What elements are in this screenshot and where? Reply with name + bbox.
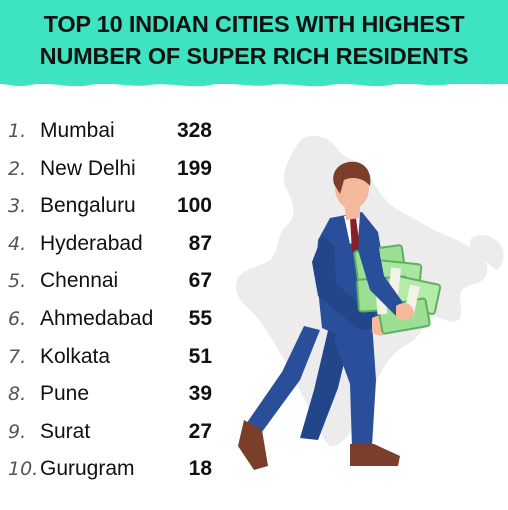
value-label: 27 [188, 419, 212, 443]
rank-label: 1. [8, 120, 27, 142]
rank-label: 10. [8, 458, 39, 481]
list-item: 2. New Delhi 199 [0, 151, 230, 187]
rank-label: 6. [8, 308, 27, 330]
list-item: 7. Kolkata 51 [0, 339, 230, 375]
value-label: 100 [176, 194, 212, 218]
city-label: Chennai [40, 269, 119, 293]
city-label: New Delhi [40, 156, 136, 180]
list-item: 8. Pune 39 [0, 376, 230, 412]
value-label: 18 [188, 457, 212, 481]
rank-label: 5. [8, 270, 27, 293]
city-label: Mumbai [40, 119, 115, 142]
title-line-1: TOP 10 INDIAN CITIES WITH HIGHEST [43, 11, 465, 37]
list-item: 3. Bengaluru 100 [0, 188, 230, 224]
list-item: 5. Chennai 67 [0, 263, 230, 299]
city-label: Gurugram [40, 457, 135, 481]
city-label: Hyderabad [40, 231, 143, 255]
rank-label: 4. [8, 232, 27, 255]
list-item: 9. Surat 27 [0, 414, 230, 450]
list-item: 6. Ahmedabad 55 [0, 301, 230, 337]
rank-label: 7. [8, 345, 27, 368]
list-item: 10. Gurugram 18 [0, 451, 230, 487]
list-item: 1. Mumbai 328 [0, 113, 230, 149]
rank-label: 3. [8, 195, 27, 218]
city-label: Kolkata [40, 344, 111, 368]
value-label: 55 [188, 307, 212, 330]
banner-wave-edge [0, 76, 508, 87]
title-line-2: NUMBER OF SUPER RICH RESIDENTS [39, 43, 469, 69]
city-label: Surat [40, 419, 91, 443]
chart-title: TOP 10 INDIAN CITIES WITH HIGHEST NUMBER… [0, 8, 508, 72]
value-label: 328 [176, 119, 212, 142]
rank-label: 8. [8, 383, 27, 406]
value-label: 39 [188, 382, 212, 406]
value-label: 87 [188, 231, 212, 255]
list-item: 4. Hyderabad 87 [0, 226, 230, 262]
value-label: 67 [188, 269, 212, 293]
city-label: Bengaluru [40, 194, 136, 218]
value-label: 51 [188, 344, 212, 368]
value-label: 199 [176, 156, 212, 180]
rank-label: 9. [8, 420, 27, 443]
title-banner: TOP 10 INDIAN CITIES WITH HIGHEST NUMBER… [0, 0, 508, 84]
rank-label: 2. [8, 157, 27, 180]
city-label: Ahmedabad [40, 307, 154, 330]
city-label: Pune [40, 382, 90, 406]
